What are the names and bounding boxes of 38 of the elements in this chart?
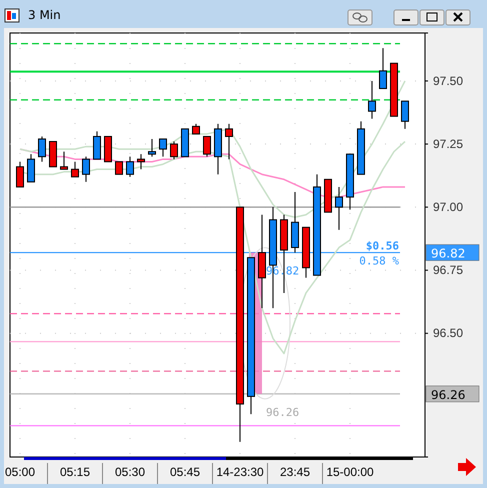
candlestick [16, 161, 24, 188]
x-tick-label: 05:45 [170, 465, 200, 480]
candlestick [38, 136, 46, 162]
candlestick [93, 130, 101, 160]
candlestick [401, 100, 409, 130]
candlestick [82, 156, 90, 182]
y-tick-label: 96.50 [433, 326, 464, 340]
x-tick-label: 23:45 [280, 465, 310, 480]
y-tick-label: 97.00 [433, 200, 464, 214]
x-tick-label: 05:00 [4, 465, 36, 480]
x-tick-label: 05:15 [60, 465, 90, 480]
y-tick-label: 97.50 [433, 74, 464, 88]
annotation: 96.26 [266, 406, 300, 419]
ref-line-label: 96.82 [431, 246, 466, 261]
candlestick [225, 123, 233, 160]
candlestick [170, 141, 178, 160]
candlestick [379, 48, 387, 90]
candlestick [126, 156, 134, 178]
candlestick [27, 154, 35, 182]
candlestick [192, 123, 200, 134]
y-tick-label: 96.75 [433, 263, 464, 278]
candlestick [203, 136, 211, 158]
x-tick-label: 15-00:00 [326, 465, 374, 480]
candlestick [335, 186, 343, 230]
candlestick [115, 161, 123, 175]
y-tick-label: 97.25 [433, 136, 464, 151]
candlestick [60, 151, 68, 170]
candlestick [148, 138, 156, 158]
annotation: 0.58 % [359, 254, 400, 268]
candlestick [137, 154, 145, 170]
candlestick [159, 138, 167, 158]
ref-line-label: 96.26 [431, 388, 466, 402]
x-tick-label: 05:30 [114, 465, 146, 480]
candlestick [368, 80, 376, 120]
chart-title: 3 Min [28, 8, 61, 22]
x-tick-label: 14-23:30 [216, 465, 264, 480]
annotation: $0.56 [366, 240, 400, 253]
candlestick [71, 161, 79, 178]
